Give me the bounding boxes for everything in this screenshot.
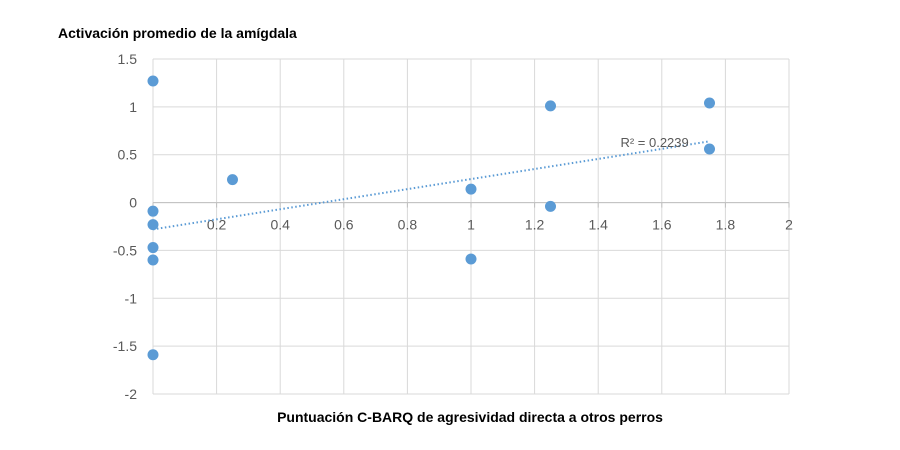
y-tick-label: 1.5: [118, 51, 138, 67]
y-tick-labels: 1.5 1 0.5 0 -0.5 -1 -1.5 -2: [113, 51, 137, 402]
y-tick-label: 1: [129, 99, 137, 115]
data-point: [704, 97, 715, 109]
y-axis-title: Activación promedio de la amígdala: [58, 25, 297, 41]
x-tick-label: 0.8: [398, 217, 418, 233]
x-tick-label: 1.6: [652, 217, 672, 233]
y-tick-label: 0: [129, 195, 137, 211]
x-tick-labels: 00.20.40.60.811.21.41.61.82: [149, 217, 793, 233]
x-axis-title: Puntuación C-BARQ de agresividad directa…: [277, 409, 663, 425]
data-point: [147, 254, 159, 266]
x-tick-label: 1.2: [525, 217, 545, 233]
y-tick-label: -1.5: [113, 338, 137, 354]
x-tick-label: 0.6: [334, 217, 354, 233]
data-point: [465, 253, 477, 265]
x-tick-label: 1.4: [588, 217, 608, 233]
data-point: [147, 349, 159, 361]
y-tick-label: -1: [125, 290, 138, 306]
r-squared-label: R² = 0.2239: [620, 135, 688, 150]
data-point: [147, 75, 159, 87]
data-point: [545, 100, 556, 112]
y-tick-label: -2: [125, 386, 138, 402]
data-point: [147, 205, 159, 217]
x-tick-label: 0.2: [207, 217, 227, 233]
x-tick-label: 1.8: [716, 217, 736, 233]
data-point: [227, 174, 238, 186]
data-point: [545, 200, 556, 212]
x-tick-label: 0.4: [270, 217, 290, 233]
y-tick-label: -0.5: [113, 242, 137, 258]
y-tick-label: 0.5: [118, 147, 138, 163]
data-points: [147, 75, 715, 361]
data-point: [147, 242, 159, 254]
data-point: [704, 143, 715, 155]
data-point: [147, 219, 159, 231]
x-tick-label: 1: [467, 217, 475, 233]
grid-lines: [152, 58, 790, 395]
data-point: [465, 183, 477, 195]
x-tick-label: 2: [785, 217, 793, 233]
